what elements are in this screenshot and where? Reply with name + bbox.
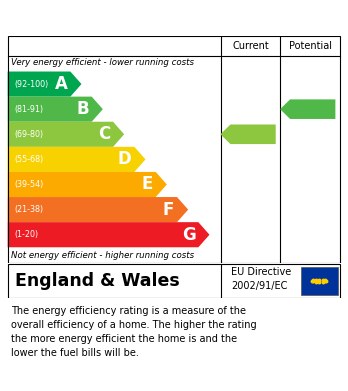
Text: (81-91): (81-91) — [14, 105, 43, 114]
Text: (1-20): (1-20) — [14, 230, 38, 239]
Text: The energy efficiency rating is a measure of the
overall efficiency of a home. T: The energy efficiency rating is a measur… — [11, 306, 257, 358]
Text: Very energy efficient - lower running costs: Very energy efficient - lower running co… — [11, 58, 194, 67]
Polygon shape — [8, 122, 124, 147]
Polygon shape — [8, 197, 188, 222]
Polygon shape — [8, 72, 81, 97]
Text: (55-68): (55-68) — [14, 155, 43, 164]
Text: (92-100): (92-100) — [14, 79, 48, 89]
Text: B: B — [76, 100, 89, 118]
Text: (69-80): (69-80) — [14, 130, 43, 139]
Text: (21-38): (21-38) — [14, 205, 43, 214]
Text: C: C — [98, 125, 110, 143]
Text: A: A — [55, 75, 68, 93]
Polygon shape — [8, 97, 103, 122]
Bar — [301, 267, 338, 295]
Text: Current: Current — [232, 41, 269, 51]
Text: Potential: Potential — [289, 41, 332, 51]
Text: D: D — [118, 151, 132, 169]
Polygon shape — [220, 124, 276, 144]
Text: G: G — [182, 226, 196, 244]
Text: F: F — [163, 201, 174, 219]
Polygon shape — [8, 147, 145, 172]
Text: England & Wales: England & Wales — [15, 272, 179, 290]
Polygon shape — [8, 172, 167, 197]
Polygon shape — [8, 222, 209, 247]
Text: 86: 86 — [313, 103, 331, 116]
Text: (39-54): (39-54) — [14, 180, 43, 189]
Text: Not energy efficient - higher running costs: Not energy efficient - higher running co… — [11, 251, 194, 260]
Text: E: E — [142, 176, 153, 194]
Text: Energy Efficiency Rating: Energy Efficiency Rating — [9, 11, 230, 27]
Text: 73: 73 — [253, 128, 271, 141]
Polygon shape — [280, 99, 335, 119]
Text: EU Directive
2002/91/EC: EU Directive 2002/91/EC — [231, 267, 292, 291]
